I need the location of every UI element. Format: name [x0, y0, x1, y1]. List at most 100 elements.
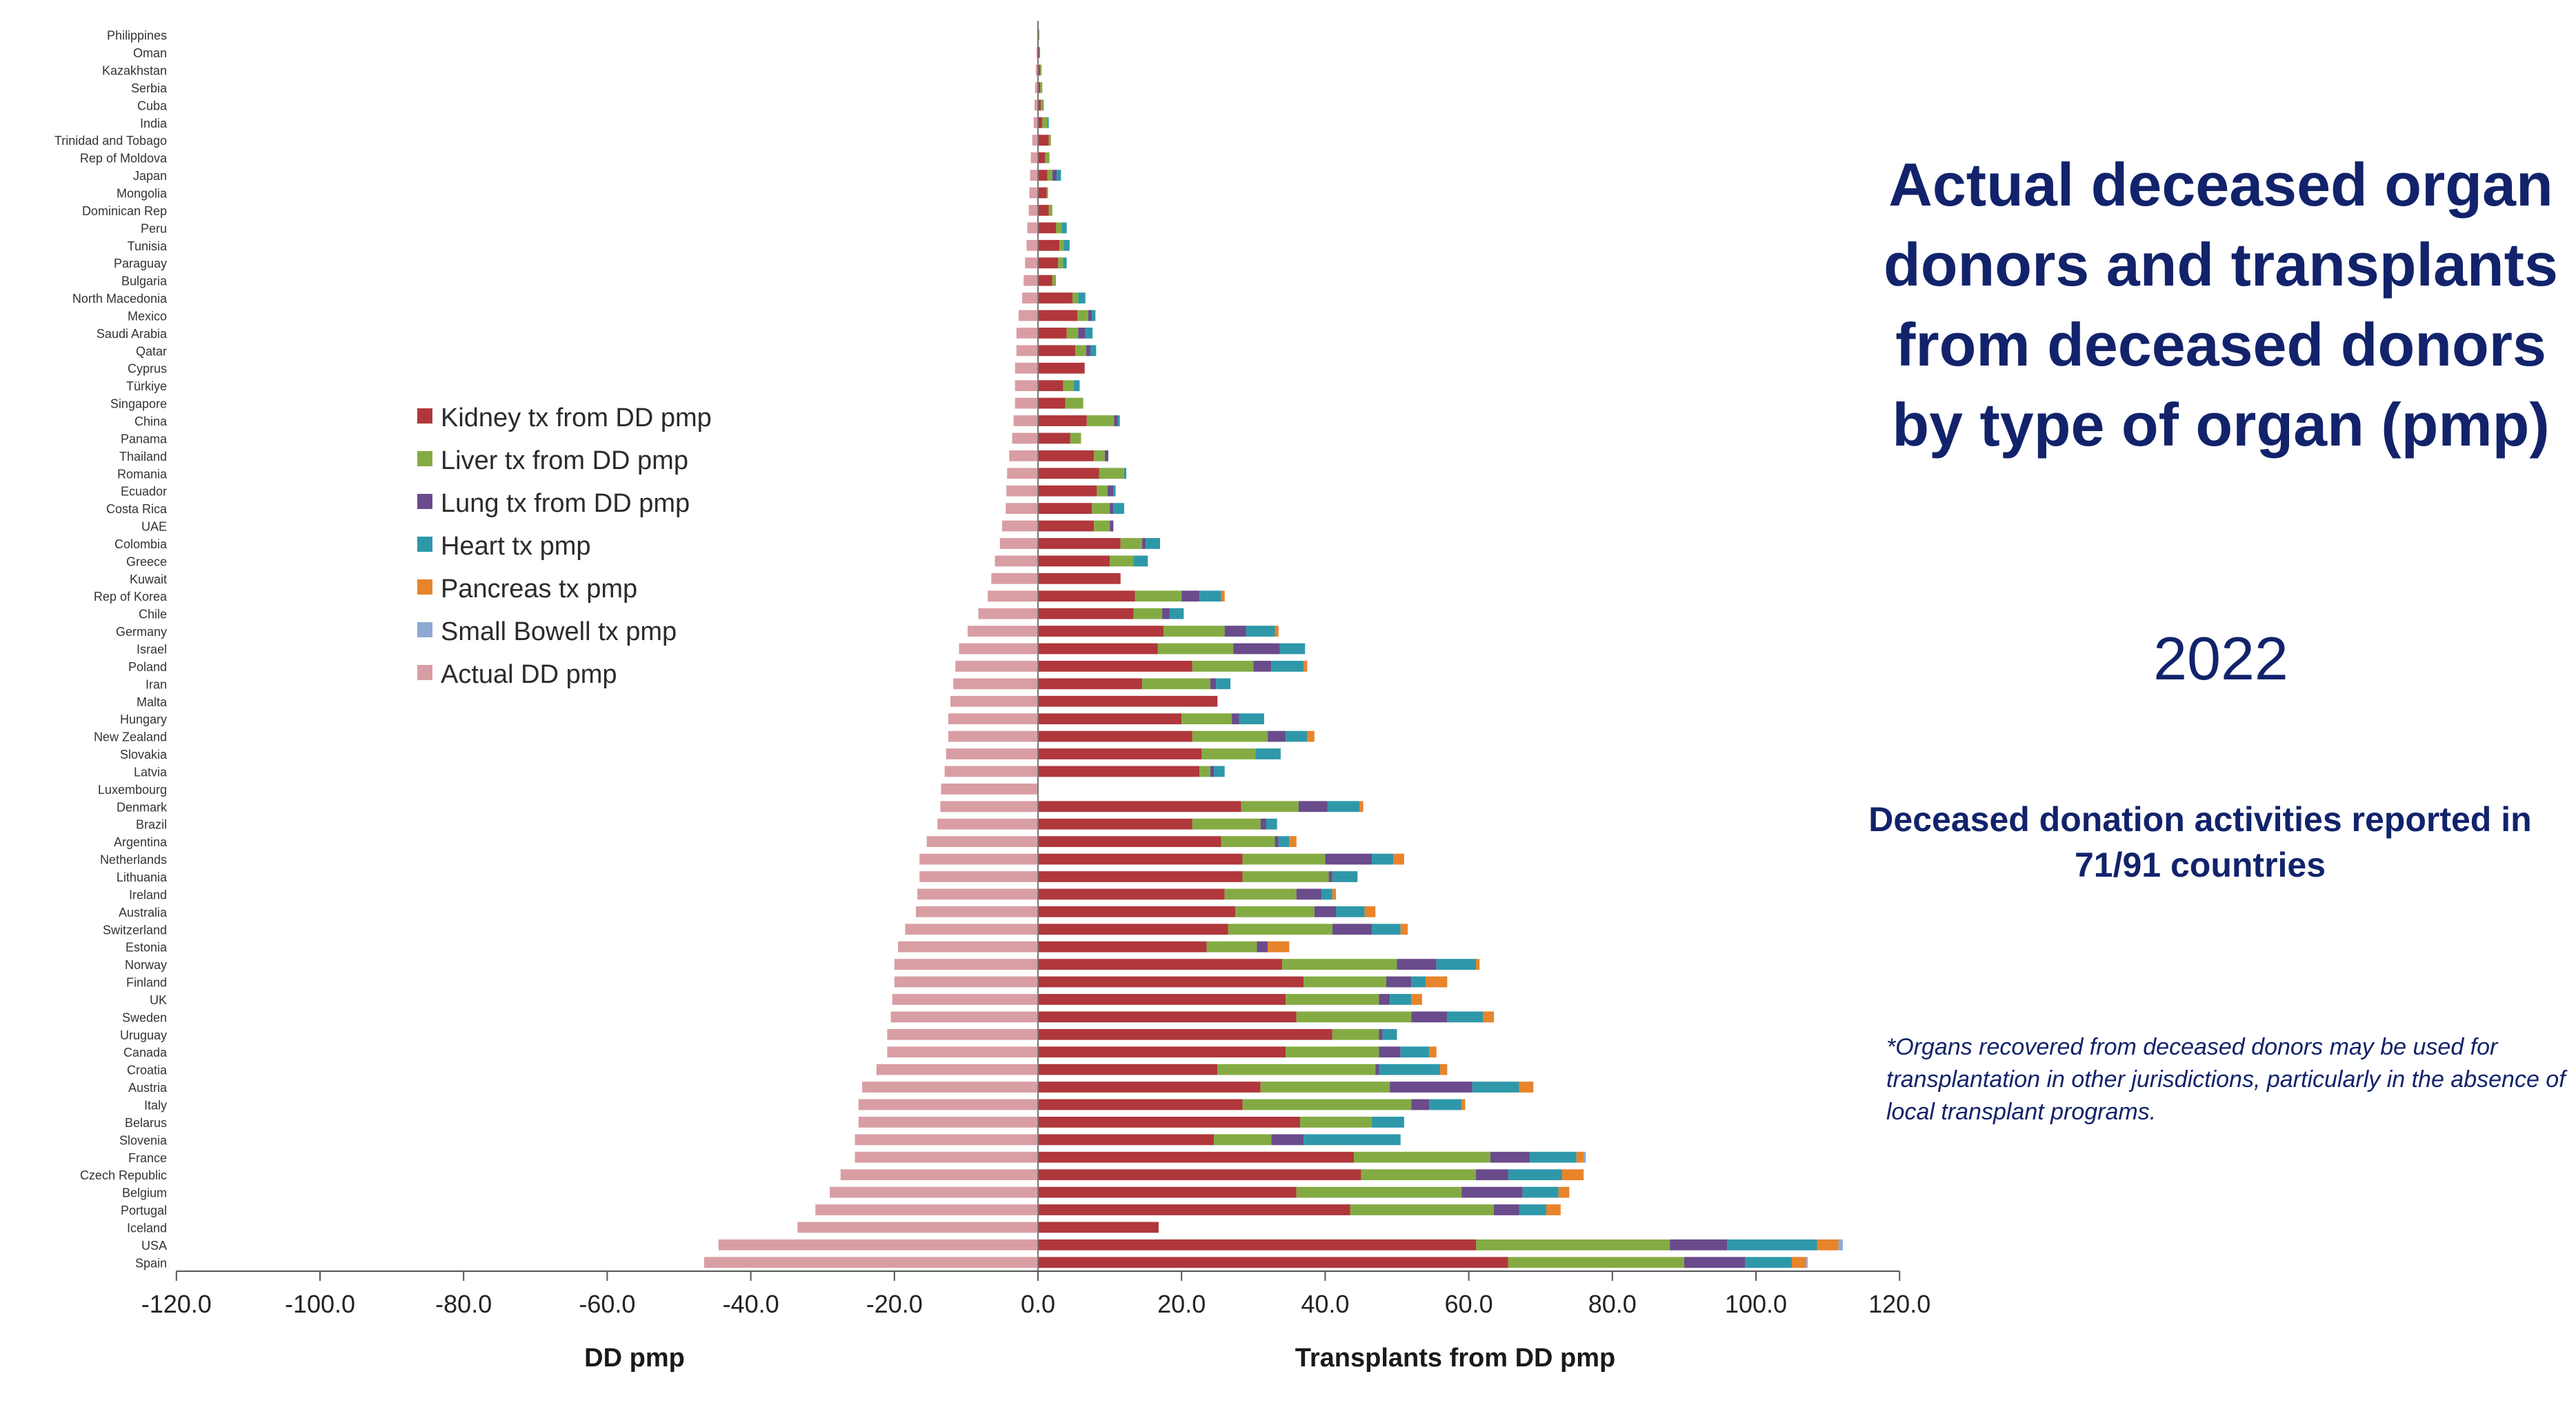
bar-liver: [1094, 520, 1110, 532]
bar-kidney: [1038, 345, 1076, 357]
x-tick-label: -80.0: [435, 1290, 492, 1318]
bar-liver: [1260, 1082, 1390, 1093]
bar-actual-dd: [887, 1028, 1038, 1040]
bar-liver: [1065, 397, 1084, 409]
x-tick-label: 120.0: [1868, 1290, 1930, 1318]
x-tick-label: 40.0: [1301, 1290, 1349, 1318]
bar-pancreas: [1393, 853, 1404, 865]
bar-heart: [1266, 818, 1277, 830]
bar-heart: [1063, 257, 1067, 269]
category-label: Latvia: [134, 765, 168, 779]
category-label: Oman: [133, 46, 167, 60]
bar-liver: [1350, 1204, 1495, 1215]
bar-heart: [1090, 345, 1097, 357]
bar-actual-dd: [946, 748, 1038, 759]
bar-pancreas: [1792, 1257, 1806, 1268]
category-label: Costa Rica: [106, 502, 168, 516]
category-label: Portugal: [121, 1204, 167, 1217]
bar-pancreas: [1576, 1151, 1584, 1163]
bar-kidney: [1038, 730, 1192, 742]
bar-heart: [1519, 1204, 1547, 1215]
legend-swatch: [417, 537, 432, 552]
legend-swatch: [417, 579, 432, 595]
bar-kidney: [1038, 310, 1078, 321]
bar-liver: [1133, 608, 1163, 619]
bar-liver: [1286, 994, 1379, 1005]
bar-lung: [1494, 1204, 1519, 1215]
bar-actual-dd: [1026, 239, 1038, 251]
bar-actual-dd: [944, 766, 1038, 777]
bar-kidney: [1038, 678, 1142, 690]
category-label: Tunisia: [128, 239, 168, 253]
bar-liver: [1048, 205, 1052, 216]
bar-kidney: [1038, 1204, 1350, 1215]
bar-liver: [1094, 450, 1105, 461]
bar-actual-dd: [940, 801, 1038, 813]
bar-liver: [1201, 748, 1256, 759]
bar-lung: [1052, 170, 1057, 181]
bar-actual-dd: [855, 1151, 1038, 1163]
x-tick-label: -60.0: [579, 1290, 635, 1318]
bar-lung: [1325, 853, 1372, 865]
bar-actual-dd: [959, 643, 1038, 655]
bar-liver: [1296, 1186, 1462, 1198]
bar-heart: [1327, 801, 1360, 813]
bar-lung: [1257, 941, 1268, 953]
category-label: Iran: [146, 677, 167, 691]
bar-actual-dd: [948, 713, 1038, 725]
bar-heart: [1124, 468, 1127, 479]
category-label: Rep of Korea: [94, 590, 168, 604]
bar-kidney: [1038, 1186, 1297, 1198]
category-label: Slovakia: [120, 748, 168, 761]
category-label: Argentina: [114, 835, 168, 849]
bar-heart: [1436, 959, 1477, 970]
bar-pancreas: [1817, 1239, 1839, 1250]
bar-liver: [1192, 661, 1254, 672]
bar-actual-dd: [978, 608, 1038, 619]
bar-actual-dd: [1013, 415, 1038, 426]
category-label: Luxembourg: [98, 783, 167, 797]
bar-liver: [1092, 503, 1110, 515]
bar-kidney: [1038, 836, 1221, 848]
bar-actual-dd: [830, 1186, 1038, 1198]
bar-lung: [1379, 994, 1390, 1005]
bar-lung: [1684, 1257, 1746, 1268]
bar-kidney: [1038, 432, 1070, 444]
bar-kidney: [1038, 590, 1135, 602]
bar-kidney: [1038, 871, 1243, 882]
bar-lung: [1332, 924, 1372, 935]
bar-actual-dd: [1016, 345, 1038, 357]
category-label: UAE: [141, 520, 167, 534]
bar-kidney: [1038, 485, 1097, 497]
category-label: Denmark: [117, 800, 168, 814]
bar-kidney: [1038, 1169, 1361, 1181]
bar-small: [1806, 1257, 1808, 1268]
bar-kidney: [1038, 695, 1218, 707]
bar-actual-dd: [1035, 64, 1038, 76]
bar-lung: [1296, 888, 1322, 900]
bar-kidney: [1038, 818, 1192, 830]
bar-lung: [1476, 1169, 1508, 1181]
bar-lung: [1210, 766, 1215, 777]
legend-swatch: [417, 451, 432, 466]
bar-liver: [1192, 818, 1261, 830]
bar-pancreas: [1561, 1169, 1584, 1181]
bar-kidney: [1038, 468, 1099, 479]
x-tick-label: -120.0: [141, 1290, 212, 1318]
bar-heart: [1447, 1011, 1484, 1023]
bar-actual-dd: [905, 924, 1038, 935]
bar-pancreas: [1461, 1099, 1466, 1110]
legend-label: Liver tx from DD pmp: [441, 446, 688, 475]
bar-liver: [1041, 99, 1044, 111]
bar-lung: [1141, 538, 1146, 549]
bar-lung: [1379, 1046, 1401, 1058]
bar-pancreas: [1519, 1082, 1534, 1093]
legend-swatch: [417, 408, 432, 424]
bar-actual-dd: [1032, 134, 1038, 146]
bar-kidney: [1038, 99, 1041, 111]
bar-actual-dd: [1006, 503, 1038, 515]
category-label: Belgium: [122, 1186, 167, 1200]
category-label: Bulgaria: [121, 275, 168, 288]
bar-kidney: [1038, 713, 1182, 725]
bar-actual-dd: [1016, 328, 1038, 339]
